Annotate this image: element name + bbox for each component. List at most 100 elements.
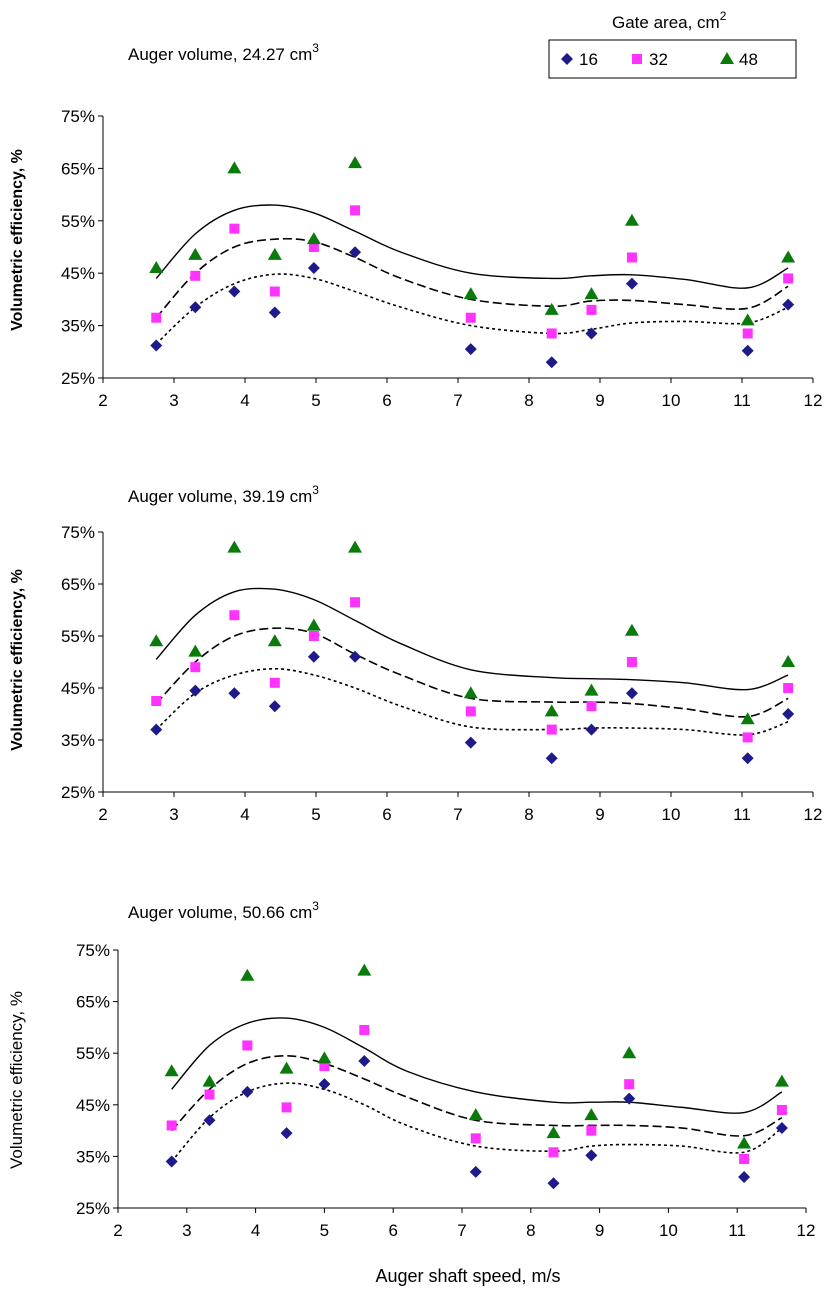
data-point-series-32 [624, 1079, 635, 1090]
data-point-series-48 [348, 156, 363, 169]
data-point-series-32 [281, 1102, 292, 1113]
trendline-solid [155, 587, 789, 691]
data-point-series-32 [350, 205, 361, 216]
data-point-series-32 [465, 706, 476, 717]
chart-title-1: Auger volume, 24.27 cm3 [128, 41, 319, 64]
data-point-series-48 [149, 634, 164, 647]
data-point-series-32 [783, 683, 794, 693]
data-point-series-16 [464, 343, 477, 356]
x-tick-label: 8 [524, 391, 533, 410]
data-point-series-16 [464, 736, 477, 749]
x-tick-label: 12 [804, 391, 823, 410]
data-point-series-48 [774, 1074, 789, 1087]
trendline-solid [171, 1017, 783, 1114]
data-point-series-16 [625, 687, 638, 700]
y-tick-label: 75% [76, 941, 110, 960]
data-point-series-16 [741, 752, 754, 765]
data-point-series-48 [267, 247, 282, 260]
data-point-series-48 [740, 313, 755, 326]
legend-label-16: 16 [579, 50, 598, 69]
y-tick-label: 55% [76, 1044, 110, 1063]
x-tick-label: 5 [320, 1221, 329, 1240]
data-point-series-16 [469, 1165, 482, 1178]
legend-title: Gate area, cm2 [612, 9, 727, 32]
y-tick-label: 25% [76, 1199, 110, 1218]
data-point-series-32 [204, 1089, 215, 1100]
data-point-series-32 [548, 1147, 559, 1158]
data-point-series-16 [165, 1155, 178, 1168]
data-point-series-32 [269, 286, 280, 297]
y-axis-label-3: Volumetric efficiency, % [7, 991, 26, 1169]
data-point-series-48 [227, 161, 242, 174]
data-point-series-48 [463, 287, 478, 300]
x-tick-label: 10 [662, 805, 681, 824]
x-tick-label: 2 [113, 1221, 122, 1240]
data-point-series-32 [465, 312, 476, 323]
data-point-series-16 [189, 684, 202, 697]
data-point-series-48 [267, 634, 282, 647]
legend-box [548, 39, 797, 79]
data-point-series-32 [626, 252, 637, 263]
data-point-series-32 [308, 242, 319, 252]
data-point-series-32 [586, 304, 597, 315]
chart-title-3: Auger volume, 50.66 cm3 [128, 899, 319, 922]
data-point-series-16 [241, 1085, 254, 1098]
data-point-series-16 [585, 1149, 598, 1162]
x-tick-label: 12 [804, 805, 823, 824]
data-point-series-32 [546, 724, 557, 735]
data-point-series-48 [463, 686, 478, 699]
data-point-series-32 [783, 273, 794, 284]
x-tick-label: 11 [733, 391, 751, 410]
x-tick-label: 12 [797, 1221, 816, 1240]
chart-title-2: Auger volume, 39.19 cm3 [128, 483, 319, 506]
data-point-series-16 [318, 1078, 331, 1091]
data-point-series-32 [229, 223, 240, 234]
data-point-series-16 [738, 1171, 751, 1184]
x-tick-label: 8 [526, 1221, 535, 1240]
x-axis-label: Auger shaft speed, m/s [375, 1266, 560, 1286]
data-point-series-48 [584, 683, 599, 696]
x-tick-label: 2 [98, 391, 107, 410]
data-point-series-32 [151, 312, 162, 323]
x-tick-label: 3 [169, 805, 178, 824]
axes-2 [102, 532, 813, 793]
data-point-series-16 [228, 687, 241, 700]
x-tick-label: 3 [169, 391, 178, 410]
data-point-series-32 [586, 701, 597, 712]
data-point-series-48 [188, 247, 203, 260]
data-point-series-48 [348, 540, 363, 553]
x-tick-label: 10 [659, 1221, 678, 1240]
y-tick-label: 75% [61, 523, 95, 542]
trendline-solid [155, 204, 789, 289]
data-point-series-16 [228, 285, 241, 298]
data-point-series-16 [741, 344, 754, 357]
data-point-series-48 [624, 623, 639, 636]
data-point-series-32 [546, 328, 557, 339]
chart-panel-3: Auger volume, 50.66 cm3 Volumetric effic… [7, 899, 815, 1286]
x-tick-label: 3 [182, 1221, 191, 1240]
data-point-series-16 [189, 301, 202, 314]
data-point-series-48 [624, 213, 639, 226]
y-tick-label: 65% [76, 993, 110, 1012]
y-axis-label-1: Volumetric efficiency, % [9, 149, 26, 331]
data-point-series-32 [470, 1133, 481, 1144]
data-point-series-32 [166, 1120, 177, 1131]
y-tick-label: 25% [61, 783, 95, 802]
data-point-series-16 [782, 298, 795, 311]
legend: Gate area, cm2 16 32 48 [548, 9, 797, 79]
data-point-series-16 [268, 700, 281, 713]
data-point-series-16 [545, 356, 558, 369]
x-tick-label: 4 [240, 805, 249, 824]
y-tick-label: 55% [61, 212, 95, 231]
data-point-series-32 [242, 1040, 253, 1051]
data-point-series-48 [544, 302, 559, 315]
data-point-series-16 [585, 723, 598, 736]
data-point-series-16 [268, 306, 281, 319]
x-tick-label: 2 [98, 805, 107, 824]
data-point-series-32 [742, 732, 753, 743]
y-tick-label: 45% [61, 264, 95, 283]
data-point-series-16 [150, 723, 163, 736]
data-point-series-32 [776, 1104, 787, 1115]
data-point-series-48 [468, 1108, 483, 1121]
data-point-series-48 [584, 1108, 599, 1121]
